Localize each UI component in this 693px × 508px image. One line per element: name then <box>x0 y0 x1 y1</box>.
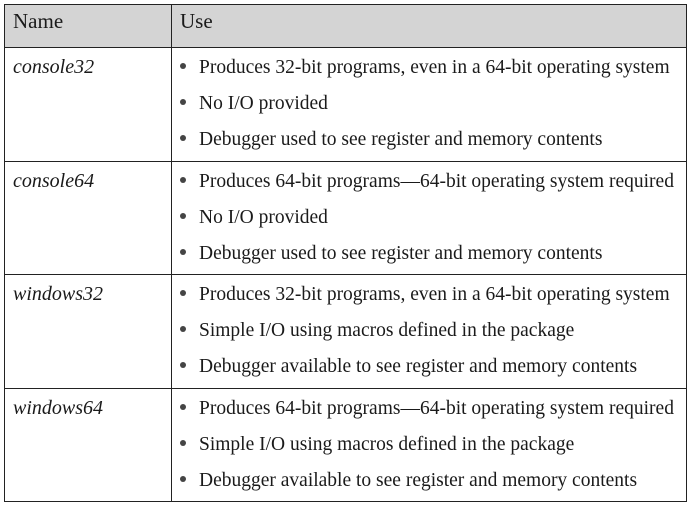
row-name-cell: console32 <box>4 47 172 162</box>
use-text: Simple I/O using macros defined in the p… <box>199 433 575 455</box>
use-item: Simple I/O using macros defined in the p… <box>180 427 686 463</box>
row-use-cell: Produces 32-bit programs, even in a 64-b… <box>171 47 687 162</box>
bullet-icon <box>180 475 186 482</box>
table-row: windows64 Produces 64-bit programs—64-bi… <box>4 387 687 502</box>
use-text: Produces 32-bit programs, even in a 64-b… <box>199 284 670 305</box>
table-body: console32 Produces 32-bit programs, even… <box>4 47 687 502</box>
bullet-icon <box>180 439 186 446</box>
use-text: Debugger available to see register and m… <box>199 469 638 491</box>
use-text: Produces 64-bit programs—64-bit operatin… <box>199 170 674 192</box>
use-item: Debugger used to see register and memory… <box>180 236 686 272</box>
project-types-table-container: Name Use console32 Produces 32-bit progr… <box>4 4 687 502</box>
use-text: Produces 32-bit programs, even in a 64-b… <box>199 57 670 78</box>
use-item: Produces 32-bit programs, even in a 64-b… <box>180 50 686 86</box>
use-text: Produces 64-bit programs—64-bit operatin… <box>199 397 674 419</box>
use-text: Debugger used to see register and memory… <box>199 242 603 264</box>
use-item: Produces 32-bit programs, even in a 64-b… <box>180 277 686 313</box>
use-list: Produces 32-bit programs, even in a 64-b… <box>180 50 686 158</box>
bullet-icon <box>180 362 186 368</box>
use-item: Produces 64-bit programs—64-bit operatin… <box>180 391 686 427</box>
use-item: No I/O provided <box>180 86 686 122</box>
bullet-icon <box>180 212 186 219</box>
bullet-icon <box>180 63 186 69</box>
bullet-icon <box>180 290 186 296</box>
use-text: No I/O provided <box>199 93 328 114</box>
use-list: Produces 64-bit programs—64-bit operatin… <box>180 391 686 499</box>
bullet-icon <box>180 99 186 105</box>
use-text: No I/O provided <box>199 206 328 228</box>
header-row: Name Use <box>4 4 687 48</box>
table-row: windows32 Produces 32-bit programs, even… <box>4 274 687 389</box>
bullet-icon <box>180 248 186 255</box>
project-types-table: Name Use console32 Produces 32-bit progr… <box>4 4 687 502</box>
bullet-icon <box>180 403 186 410</box>
row-name-cell: console64 <box>4 160 172 275</box>
row-name-cell: windows64 <box>4 387 172 502</box>
bullet-icon <box>180 326 186 332</box>
use-item: Debugger used to see register and memory… <box>180 122 686 158</box>
row-name-cell: windows32 <box>4 274 172 389</box>
row-use-cell: Produces 64-bit programs—64-bit operatin… <box>171 160 687 275</box>
bullet-icon <box>180 135 186 141</box>
table-header: Name Use <box>4 4 687 48</box>
use-list: Produces 32-bit programs, even in a 64-b… <box>180 277 686 385</box>
row-use-cell: Produces 32-bit programs, even in a 64-b… <box>171 274 687 389</box>
use-item: Debugger available to see register and m… <box>180 349 686 385</box>
use-item: Produces 64-bit programs—64-bit operatin… <box>180 164 686 200</box>
row-use-cell: Produces 64-bit programs—64-bit operatin… <box>171 387 687 502</box>
use-item: Debugger available to see register and m… <box>180 463 686 499</box>
bullet-icon <box>180 176 186 183</box>
use-text: Debugger used to see register and memory… <box>199 129 603 150</box>
use-text: Simple I/O using macros defined in the p… <box>199 320 575 341</box>
header-use: Use <box>171 4 687 48</box>
use-text: Debugger available to see register and m… <box>199 356 638 377</box>
use-item: Simple I/O using macros defined in the p… <box>180 313 686 349</box>
table-row: console64 Produces 64-bit programs—64-bi… <box>4 160 687 275</box>
use-list: Produces 64-bit programs—64-bit operatin… <box>180 164 686 272</box>
table-row: console32 Produces 32-bit programs, even… <box>4 47 687 162</box>
use-item: No I/O provided <box>180 200 686 236</box>
header-name: Name <box>4 4 172 48</box>
